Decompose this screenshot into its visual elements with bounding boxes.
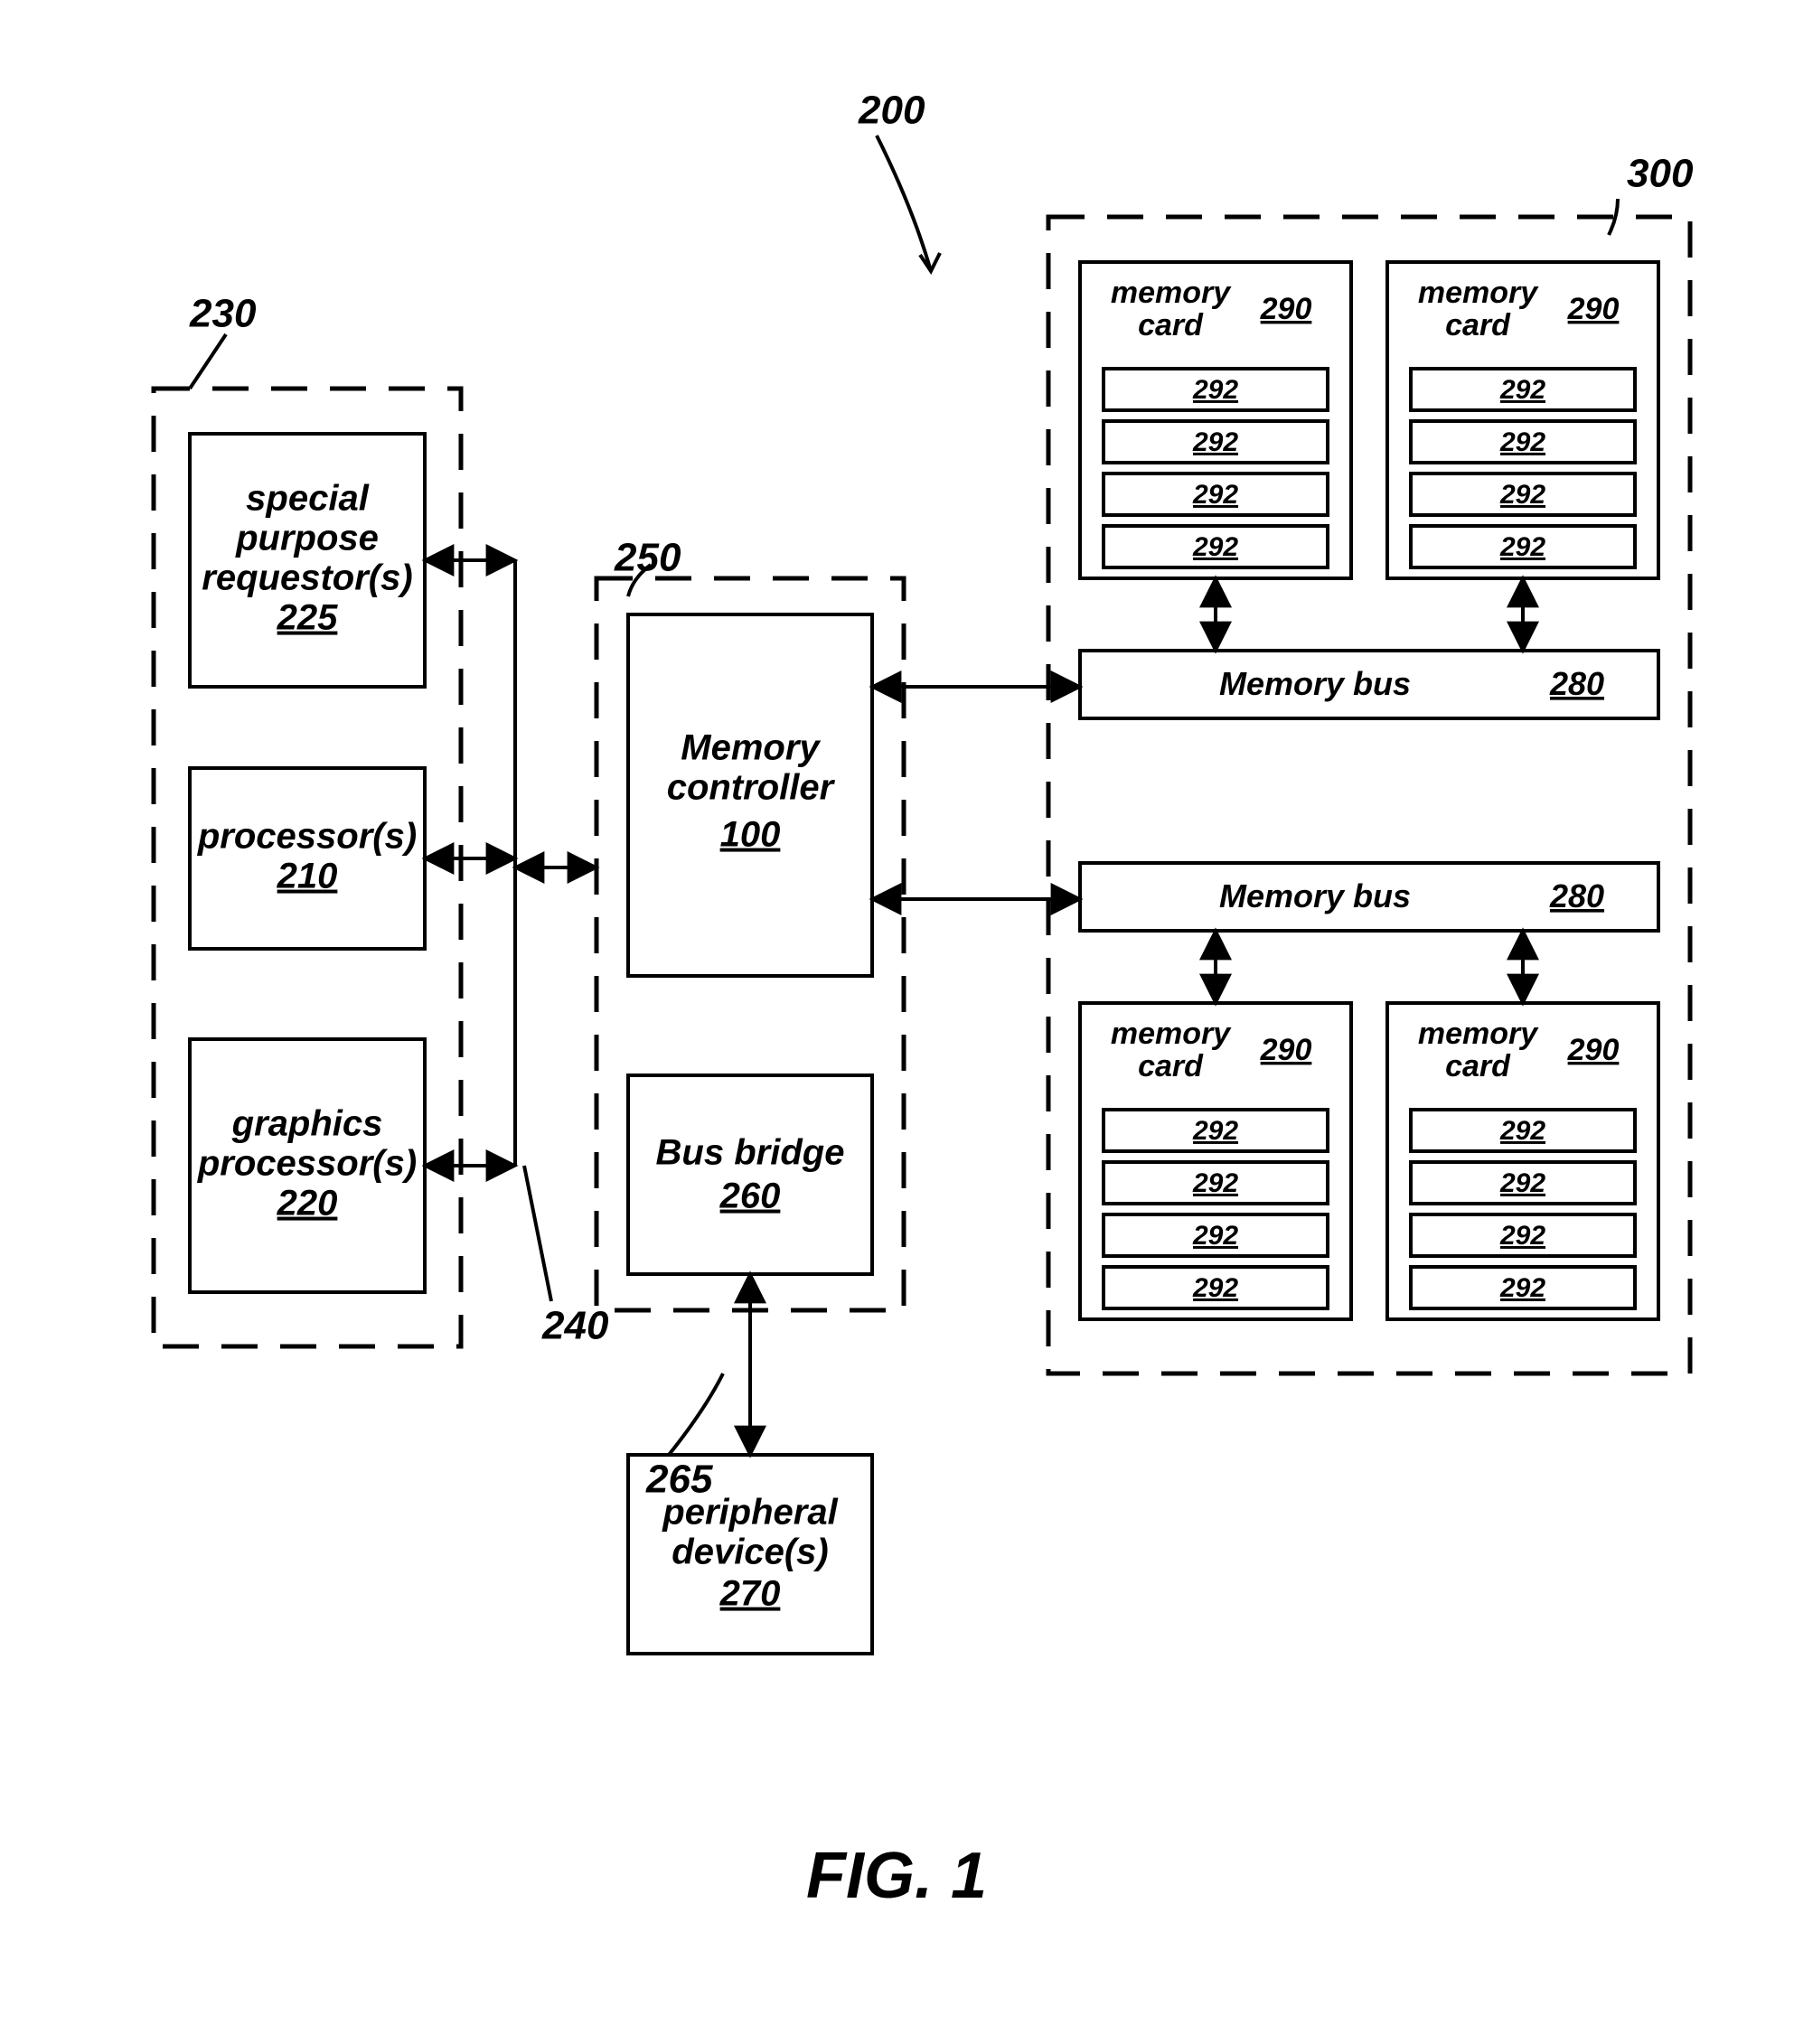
svg-text:265: 265 — [645, 1458, 713, 1502]
svg-text:processor(s): processor(s) — [197, 817, 417, 857]
svg-text:292: 292 — [1499, 375, 1545, 405]
svg-text:292: 292 — [1499, 427, 1545, 457]
svg-text:292: 292 — [1192, 1116, 1238, 1146]
svg-text:292: 292 — [1499, 1116, 1545, 1146]
svg-text:Memory bus: Memory bus — [1219, 877, 1411, 914]
svg-text:225: 225 — [277, 598, 338, 638]
svg-text:memory: memory — [1418, 276, 1539, 310]
svg-text:card: card — [1138, 1049, 1204, 1083]
svg-text:requestor(s): requestor(s) — [202, 558, 412, 598]
svg-text:292: 292 — [1192, 427, 1238, 457]
svg-text:graphics: graphics — [231, 1104, 383, 1144]
svg-text:memory: memory — [1418, 1017, 1539, 1051]
svg-text:purpose: purpose — [235, 519, 379, 558]
svg-text:240: 240 — [541, 1304, 609, 1348]
svg-text:292: 292 — [1499, 1221, 1545, 1251]
svg-text:Memory bus: Memory bus — [1219, 665, 1411, 702]
svg-text:memory: memory — [1111, 1017, 1232, 1051]
svg-text:270: 270 — [719, 1574, 781, 1614]
svg-text:220: 220 — [277, 1184, 338, 1224]
svg-text:292: 292 — [1499, 480, 1545, 510]
svg-text:200: 200 — [858, 89, 925, 133]
svg-text:292: 292 — [1192, 1273, 1238, 1303]
svg-text:250: 250 — [614, 536, 681, 580]
svg-text:280: 280 — [1549, 877, 1604, 914]
svg-text:280: 280 — [1549, 665, 1604, 702]
svg-text:card: card — [1138, 308, 1204, 342]
svg-text:292: 292 — [1192, 375, 1238, 405]
svg-text:292: 292 — [1192, 532, 1238, 562]
svg-text:Memory: Memory — [681, 728, 821, 768]
svg-text:290: 290 — [1567, 292, 1620, 326]
svg-text:290: 290 — [1567, 1033, 1620, 1067]
svg-text:special: special — [246, 479, 370, 519]
svg-text:FIG. 1: FIG. 1 — [806, 1840, 987, 1912]
svg-text:290: 290 — [1260, 292, 1312, 326]
svg-text:260: 260 — [719, 1177, 781, 1216]
svg-text:292: 292 — [1499, 532, 1545, 562]
svg-text:memory: memory — [1111, 276, 1232, 310]
svg-text:210: 210 — [277, 857, 338, 896]
svg-text:300: 300 — [1627, 152, 1694, 196]
svg-text:292: 292 — [1499, 1273, 1545, 1303]
svg-text:292: 292 — [1499, 1168, 1545, 1198]
svg-text:292: 292 — [1192, 480, 1238, 510]
svg-text:292: 292 — [1192, 1221, 1238, 1251]
svg-text:100: 100 — [720, 815, 781, 855]
svg-text:card: card — [1445, 308, 1511, 342]
svg-text:292: 292 — [1192, 1168, 1238, 1198]
svg-text:290: 290 — [1260, 1033, 1312, 1067]
svg-text:230: 230 — [189, 292, 257, 336]
svg-text:controller: controller — [667, 768, 836, 808]
svg-text:processor(s): processor(s) — [197, 1144, 417, 1184]
svg-text:card: card — [1445, 1049, 1511, 1083]
svg-text:device(s): device(s) — [672, 1533, 828, 1572]
svg-text:Bus bridge: Bus bridge — [656, 1133, 845, 1173]
